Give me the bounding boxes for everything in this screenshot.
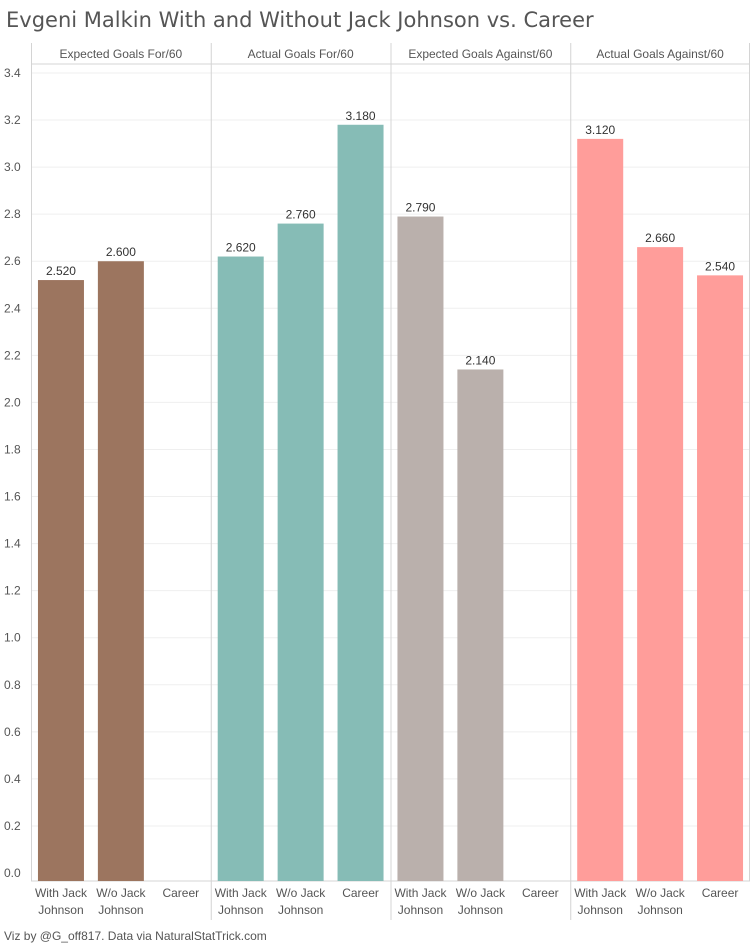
y-tick-label: 2.4 bbox=[4, 301, 21, 315]
bar-value-label: 2.790 bbox=[405, 201, 435, 215]
bar-value-label: 2.140 bbox=[465, 353, 495, 367]
y-tick-label: 3.0 bbox=[4, 160, 21, 174]
bar-value-label: 2.760 bbox=[286, 208, 316, 222]
bar bbox=[337, 124, 384, 881]
x-category-label: Johnson bbox=[38, 903, 83, 917]
bar bbox=[457, 369, 504, 881]
x-category-label: With Jack bbox=[35, 886, 88, 900]
x-category-label: Johnson bbox=[218, 903, 263, 917]
y-tick-label: 2.6 bbox=[4, 254, 21, 268]
x-category-label: Career bbox=[702, 886, 739, 900]
y-tick-label: 1.6 bbox=[4, 490, 21, 504]
bar-value-label: 2.540 bbox=[705, 259, 735, 273]
panel-header: Expected Goals For/60 bbox=[60, 47, 183, 61]
x-category-label: Career bbox=[522, 886, 559, 900]
y-tick-label: 2.2 bbox=[4, 348, 21, 362]
y-tick-label: 1.0 bbox=[4, 631, 21, 645]
y-tick-label: 1.4 bbox=[4, 537, 21, 551]
y-tick-label: 1.2 bbox=[4, 584, 21, 598]
x-category-label: W/o Jack bbox=[456, 886, 506, 900]
bar-value-label: 3.120 bbox=[585, 123, 615, 137]
x-category-label: With Jack bbox=[394, 886, 447, 900]
x-category-label: W/o Jack bbox=[635, 886, 685, 900]
y-tick-label: 0.6 bbox=[4, 725, 21, 739]
x-category-label: With Jack bbox=[215, 886, 268, 900]
bar-value-label: 2.620 bbox=[226, 241, 256, 255]
panel-header: Actual Goals Against/60 bbox=[596, 47, 724, 61]
bar bbox=[397, 216, 444, 881]
bar bbox=[97, 261, 144, 881]
bar bbox=[637, 247, 684, 881]
bar bbox=[577, 138, 624, 882]
y-tick-label: 0.0 bbox=[4, 866, 21, 880]
bar-value-label: 3.180 bbox=[346, 109, 376, 123]
x-category-label: Career bbox=[342, 886, 379, 900]
x-category-label: Johnson bbox=[98, 903, 143, 917]
x-category-label: Johnson bbox=[458, 903, 503, 917]
bar-value-label: 2.600 bbox=[106, 245, 136, 259]
x-category-label: W/o Jack bbox=[276, 886, 326, 900]
y-tick-label: 0.2 bbox=[4, 819, 21, 833]
x-category-label: Johnson bbox=[578, 903, 623, 917]
bar-value-label: 2.660 bbox=[645, 231, 675, 245]
y-tick-label: 0.8 bbox=[4, 678, 21, 692]
y-tick-label: 3.2 bbox=[4, 113, 21, 127]
x-category-label: W/o Jack bbox=[96, 886, 146, 900]
bar bbox=[217, 256, 264, 881]
x-category-label: With Jack bbox=[574, 886, 627, 900]
y-tick-label: 0.4 bbox=[4, 772, 21, 786]
footer-credit: Viz by @G_off817. Data via NaturalStatTr… bbox=[4, 929, 267, 943]
bar bbox=[697, 275, 744, 882]
panel-header: Actual Goals For/60 bbox=[248, 47, 354, 61]
y-tick-label: 2.8 bbox=[4, 207, 21, 221]
x-category-label: Johnson bbox=[278, 903, 323, 917]
x-category-label: Johnson bbox=[398, 903, 443, 917]
x-category-label: Career bbox=[162, 886, 199, 900]
x-category-label: Johnson bbox=[637, 903, 682, 917]
bar bbox=[37, 280, 84, 881]
y-tick-label: 3.4 bbox=[4, 66, 21, 80]
bar-value-label: 2.520 bbox=[46, 264, 76, 278]
panel-header: Expected Goals Against/60 bbox=[408, 47, 552, 61]
bar bbox=[277, 223, 324, 881]
y-tick-label: 1.8 bbox=[4, 442, 21, 456]
bar-chart: 0.0 0.2 0.4 0.6 0.8 1.0 1.2 1.4 1.6 1.8 2.0 2.2 2.4 2… bbox=[4, 43, 750, 920]
chart-title: Evgeni Malkin With and Without Jack John… bbox=[6, 8, 594, 32]
y-tick-label: 2.0 bbox=[4, 395, 21, 409]
